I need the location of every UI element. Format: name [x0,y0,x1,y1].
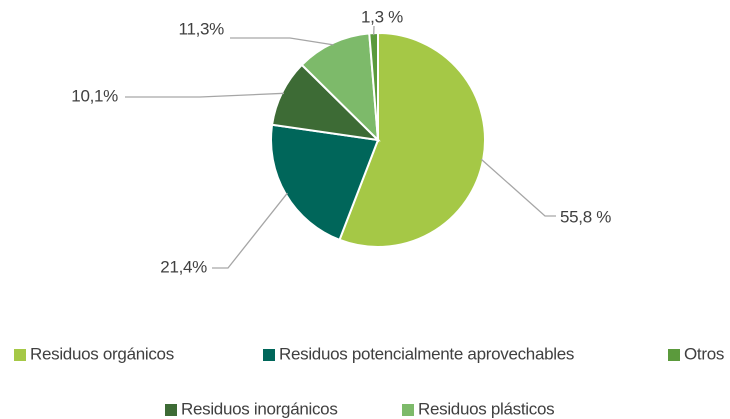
legend-label: Residuos potencialmente aprovechables [279,344,574,363]
legend-swatch [668,349,680,361]
legend-swatch [402,404,414,416]
leader-line [212,192,288,269]
legend-label: Otros [684,344,724,363]
data-label: 10,1% [71,86,118,105]
legend-label: Residuos orgánicos [30,344,174,363]
legend-label: Residuos plásticos [418,399,554,418]
data-label: 55,8 % [560,207,611,226]
pie-slice [338,31,486,248]
leader-line [230,37,334,46]
pie-slice [300,32,380,143]
data-label: 1,3 % [361,7,403,26]
legend-swatch [263,349,275,361]
leader-line [480,158,556,217]
pie-slice [270,123,380,242]
leader-line [125,92,284,98]
data-label: 21,4% [160,257,207,276]
legend-swatch [165,404,177,416]
legend-label: Residuos inorgánicos [181,399,338,418]
legend-swatch [14,349,26,361]
data-label: 11,3% [179,19,225,38]
